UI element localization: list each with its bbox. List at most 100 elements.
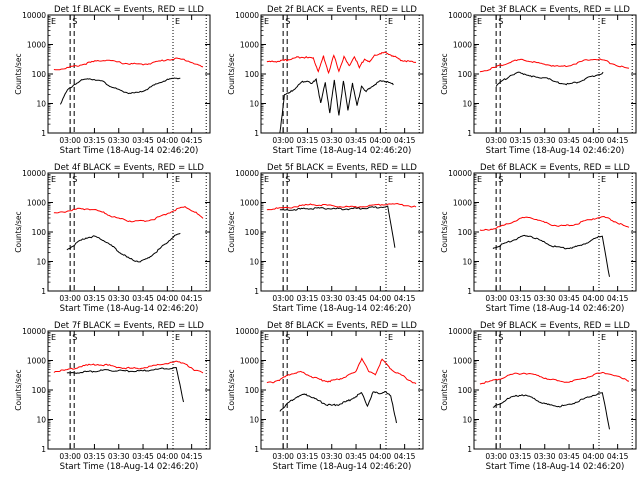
x-tick-label: 03:00 [485, 452, 507, 461]
plot-frame [47, 330, 211, 450]
panel-title: Det 6f BLACK = Events, RED = LLD [480, 163, 630, 173]
y-tick-label: 10000 [22, 327, 46, 336]
x-tick-label: 03:00 [485, 294, 507, 303]
y-tick-label: 10 [36, 258, 46, 267]
x-tick-label: 04:15 [607, 136, 629, 145]
interval-marker-e: E [175, 17, 180, 26]
series-events [492, 234, 610, 277]
y-tick-label: 1000 [240, 199, 259, 208]
x-axis-label: Start Time (18-Aug-14 02:46:20) [486, 146, 625, 156]
x-tick-label: 03:15 [84, 294, 106, 303]
y-tick-label: 100 [458, 386, 473, 395]
x-tick-label: 04:15 [181, 452, 203, 461]
panel-title: Det 2f BLACK = Events, RED = LLD [267, 5, 417, 15]
x-tick-label: 03:00 [485, 136, 507, 145]
y-tick-label: 1 [467, 445, 472, 454]
x-tick-label: 03:15 [510, 136, 532, 145]
x-tick-label: 04:00 [157, 294, 179, 303]
y-tick-label: 10 [462, 258, 472, 267]
interval-marker-e: E [477, 17, 482, 26]
y-tick-label: 10 [249, 416, 259, 425]
series-lld [479, 215, 630, 231]
x-tick-label: 04:15 [394, 136, 416, 145]
x-tick-label: 03:45 [132, 136, 154, 145]
plot-frame [260, 330, 424, 450]
y-tick-label: 10000 [22, 169, 46, 178]
y-axis-label: Counts/sec [440, 369, 449, 410]
y-tick-label: 100 [458, 228, 473, 237]
x-tick-label: 03:15 [510, 452, 532, 461]
panel-title: Det 5f BLACK = Events, RED = LLD [267, 163, 417, 173]
x-tick-label: 04:00 [583, 136, 605, 145]
y-tick-label: 100 [245, 386, 260, 395]
interval-marker-e: E [264, 17, 269, 26]
interval-marker-s: S [72, 333, 77, 342]
y-tick-label: 1 [41, 445, 46, 454]
x-axis-label: Start Time (18-Aug-14 02:46:20) [273, 146, 412, 156]
x-tick-label: 03:30 [108, 452, 130, 461]
y-axis-label: Counts/sec [14, 211, 23, 252]
x-tick-label: 03:00 [59, 452, 81, 461]
series-events [279, 205, 396, 248]
x-axis-label: Start Time (18-Aug-14 02:46:20) [273, 462, 412, 472]
series-lld [53, 206, 204, 223]
plot-frame [473, 14, 637, 134]
series-lld [266, 202, 417, 211]
x-tick-label: 04:00 [157, 452, 179, 461]
y-tick-label: 1 [41, 129, 46, 138]
x-tick-label: 03:15 [510, 294, 532, 303]
x-tick-label: 03:00 [272, 452, 294, 461]
detector-panel-9: Det 9f BLACK = Events, RED = LLD 1 10 100 10… [440, 321, 637, 472]
y-axis-label: Counts/sec [14, 53, 23, 94]
y-axis-label: Counts/sec [440, 211, 449, 252]
x-tick-label: 04:00 [370, 136, 392, 145]
x-tick-label: 04:00 [157, 136, 179, 145]
y-axis-label: Counts/sec [14, 369, 23, 410]
series-lld [53, 360, 204, 374]
series-events [59, 77, 181, 105]
x-tick-label: 03:30 [534, 136, 556, 145]
x-tick-label: 04:00 [583, 294, 605, 303]
interval-marker-s: S [72, 175, 77, 184]
x-axis-label: Start Time (18-Aug-14 02:46:20) [273, 304, 412, 314]
interval-marker-e: E [601, 175, 606, 184]
interval-marker-e: E [601, 17, 606, 26]
series-events [492, 392, 610, 430]
panel-title: Det 4f BLACK = Events, RED = LLD [54, 163, 204, 173]
x-tick-label: 04:00 [370, 294, 392, 303]
interval-marker-e: E [175, 175, 180, 184]
y-tick-label: 1000 [453, 199, 472, 208]
detector-panel-5: Det 5f BLACK = Events, RED = LLD 1 10 100 10… [227, 163, 424, 314]
x-tick-label: 03:45 [558, 136, 580, 145]
y-tick-label: 10 [36, 100, 46, 109]
interval-marker-e: E [388, 17, 393, 26]
detector-panel-2: Det 2f BLACK = Events, RED = LLD 1 10 100 10… [227, 5, 424, 156]
series-events [66, 366, 184, 403]
x-tick-label: 04:15 [394, 452, 416, 461]
x-tick-label: 03:15 [84, 136, 106, 145]
interval-marker-e: E [388, 333, 393, 342]
interval-marker-e: E [51, 175, 56, 184]
series-events [279, 390, 397, 424]
x-tick-label: 03:00 [272, 136, 294, 145]
x-tick-label: 03:15 [297, 452, 319, 461]
y-tick-label: 100 [245, 228, 260, 237]
plot-frame [473, 172, 637, 292]
y-axis-label: Counts/sec [227, 211, 236, 252]
y-tick-label: 1000 [240, 357, 259, 366]
x-tick-label: 04:00 [370, 452, 392, 461]
interval-marker-s: S [285, 17, 290, 26]
y-tick-label: 1 [41, 287, 46, 296]
x-axis-label: Start Time (18-Aug-14 02:46:20) [486, 462, 625, 472]
y-tick-label: 10 [249, 258, 259, 267]
y-tick-label: 10000 [235, 169, 259, 178]
x-tick-label: 04:00 [583, 452, 605, 461]
series-lld [266, 357, 417, 385]
y-tick-label: 10 [462, 416, 472, 425]
series-lld [479, 371, 630, 385]
x-axis-label: Start Time (18-Aug-14 02:46:20) [60, 304, 199, 314]
y-tick-label: 100 [32, 70, 47, 79]
interval-marker-s: S [498, 333, 503, 342]
y-tick-label: 1 [467, 287, 472, 296]
panel-title: Det 9f BLACK = Events, RED = LLD [480, 321, 630, 331]
